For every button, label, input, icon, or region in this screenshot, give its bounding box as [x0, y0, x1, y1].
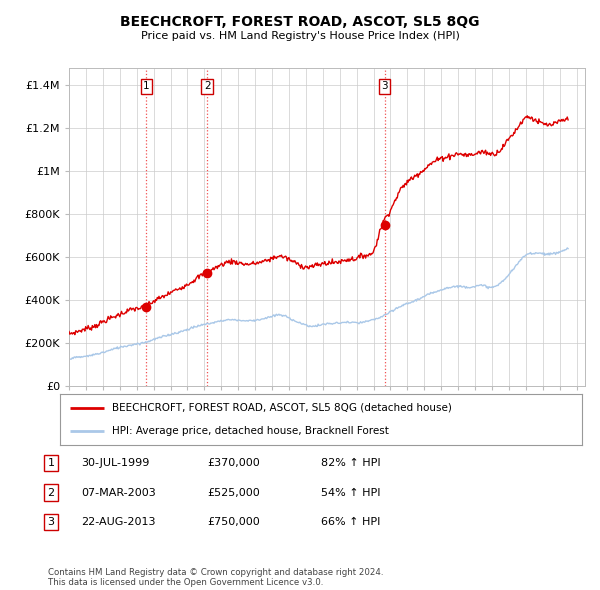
- Text: 2: 2: [47, 488, 55, 497]
- Text: 2: 2: [204, 81, 211, 91]
- Text: £750,000: £750,000: [207, 517, 260, 527]
- Text: £370,000: £370,000: [207, 458, 260, 468]
- Text: HPI: Average price, detached house, Bracknell Forest: HPI: Average price, detached house, Brac…: [112, 427, 389, 437]
- Text: 82% ↑ HPI: 82% ↑ HPI: [321, 458, 380, 468]
- Text: £525,000: £525,000: [207, 488, 260, 497]
- Text: Price paid vs. HM Land Registry's House Price Index (HPI): Price paid vs. HM Land Registry's House …: [140, 31, 460, 41]
- Text: 07-MAR-2003: 07-MAR-2003: [81, 488, 156, 497]
- Text: 3: 3: [47, 517, 55, 527]
- Text: Contains HM Land Registry data © Crown copyright and database right 2024.
This d: Contains HM Land Registry data © Crown c…: [48, 568, 383, 587]
- Text: 1: 1: [47, 458, 55, 468]
- Text: 22-AUG-2013: 22-AUG-2013: [81, 517, 155, 527]
- Text: BEECHCROFT, FOREST ROAD, ASCOT, SL5 8QG: BEECHCROFT, FOREST ROAD, ASCOT, SL5 8QG: [120, 15, 480, 29]
- Text: 3: 3: [381, 81, 388, 91]
- Text: BEECHCROFT, FOREST ROAD, ASCOT, SL5 8QG (detached house): BEECHCROFT, FOREST ROAD, ASCOT, SL5 8QG …: [112, 402, 452, 412]
- Text: 30-JUL-1999: 30-JUL-1999: [81, 458, 149, 468]
- Text: 1: 1: [143, 81, 150, 91]
- Text: 66% ↑ HPI: 66% ↑ HPI: [321, 517, 380, 527]
- Text: 54% ↑ HPI: 54% ↑ HPI: [321, 488, 380, 497]
